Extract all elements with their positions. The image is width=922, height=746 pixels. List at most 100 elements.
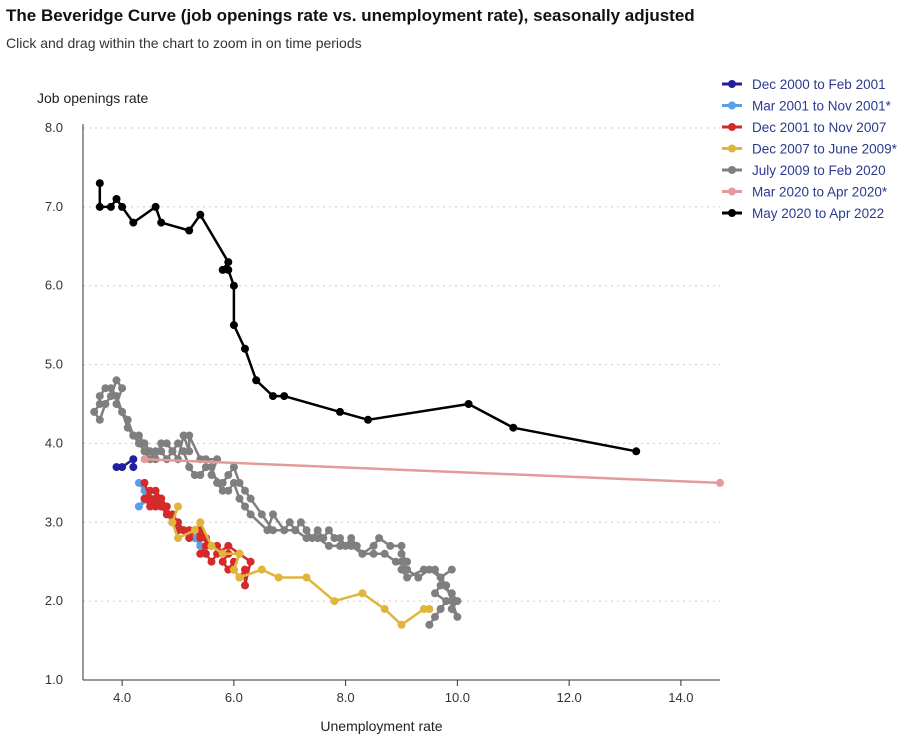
data-point[interactable]	[174, 502, 182, 511]
data-point[interactable]	[246, 557, 255, 566]
data-point[interactable]	[453, 612, 462, 621]
data-point[interactable]	[90, 407, 99, 416]
data-point[interactable]	[257, 510, 266, 519]
data-point[interactable]	[436, 605, 445, 613]
data-point[interactable]	[146, 447, 155, 456]
data-point[interactable]	[442, 597, 451, 606]
data-point[interactable]	[324, 541, 333, 550]
data-point[interactable]	[352, 541, 361, 550]
data-point[interactable]	[146, 494, 155, 503]
data-point[interactable]	[118, 384, 127, 393]
legend-item[interactable]: May 2020 to Apr 2022	[722, 206, 884, 221]
data-point[interactable]	[431, 612, 439, 621]
data-point[interactable]	[241, 581, 249, 590]
series-7[interactable]	[95, 179, 641, 456]
data-point[interactable]	[157, 439, 166, 448]
data-point[interactable]	[162, 439, 171, 448]
data-point[interactable]	[403, 573, 412, 582]
data-point[interactable]	[146, 486, 155, 495]
data-point[interactable]	[162, 510, 171, 519]
data-point[interactable]	[129, 455, 138, 464]
data-point[interactable]	[291, 526, 300, 535]
data-point[interactable]	[157, 447, 166, 456]
data-point[interactable]	[95, 202, 104, 211]
data-point[interactable]	[207, 557, 216, 566]
data-point[interactable]	[112, 376, 121, 385]
data-point[interactable]	[151, 494, 160, 503]
data-point[interactable]	[447, 605, 456, 613]
data-point[interactable]	[218, 549, 227, 558]
data-point[interactable]	[252, 376, 261, 385]
data-point[interactable]	[447, 589, 456, 598]
data-point[interactable]	[336, 541, 344, 550]
data-point[interactable]	[403, 565, 412, 574]
data-point[interactable]	[201, 463, 210, 472]
data-point[interactable]	[229, 565, 238, 574]
data-point[interactable]	[425, 605, 434, 613]
data-point[interactable]	[246, 494, 255, 503]
data-point[interactable]	[146, 502, 155, 511]
data-point[interactable]	[285, 518, 294, 527]
data-point[interactable]	[185, 447, 194, 456]
series-6[interactable]	[140, 455, 725, 487]
data-point[interactable]	[112, 392, 121, 401]
data-point[interactable]	[269, 526, 277, 535]
series-layer[interactable]	[90, 179, 724, 629]
data-point[interactable]	[347, 541, 356, 550]
data-point[interactable]	[235, 573, 244, 582]
data-point[interactable]	[157, 218, 166, 227]
data-point[interactable]	[95, 179, 104, 188]
data-point[interactable]	[364, 415, 372, 424]
data-point[interactable]	[174, 518, 182, 527]
data-point[interactable]	[168, 518, 177, 527]
data-point[interactable]	[397, 620, 406, 629]
data-point[interactable]	[207, 541, 216, 550]
legend-item[interactable]: Mar 2020 to Apr 2020*	[722, 185, 888, 200]
data-point[interactable]	[330, 534, 339, 543]
data-point[interactable]	[162, 502, 171, 511]
data-point[interactable]	[302, 526, 311, 535]
data-point[interactable]	[442, 581, 451, 590]
data-point[interactable]	[447, 565, 456, 574]
data-point[interactable]	[123, 415, 132, 424]
data-point[interactable]	[263, 526, 272, 535]
data-point[interactable]	[319, 534, 328, 543]
legend-item[interactable]: Mar 2001 to Nov 2001*	[722, 99, 892, 114]
data-point[interactable]	[151, 486, 160, 495]
data-point[interactable]	[201, 549, 210, 558]
data-point[interactable]	[235, 549, 244, 558]
data-point[interactable]	[425, 565, 434, 574]
data-point[interactable]	[369, 549, 378, 558]
data-point[interactable]	[425, 620, 434, 629]
data-point[interactable]	[95, 400, 104, 408]
series-1[interactable]	[112, 455, 138, 472]
data-point[interactable]	[269, 392, 277, 401]
data-point[interactable]	[112, 400, 121, 408]
data-point[interactable]	[436, 581, 445, 590]
data-point[interactable]	[201, 541, 210, 550]
data-point[interactable]	[235, 494, 244, 503]
data-point[interactable]	[375, 534, 384, 543]
data-point[interactable]	[419, 605, 428, 613]
data-point[interactable]	[179, 431, 188, 440]
data-point[interactable]	[269, 510, 277, 519]
data-point[interactable]	[218, 265, 227, 274]
data-point[interactable]	[185, 226, 194, 235]
data-point[interactable]	[464, 400, 473, 408]
data-point[interactable]	[224, 258, 233, 267]
data-point[interactable]	[174, 455, 182, 464]
data-point[interactable]	[140, 478, 149, 487]
series-line[interactable]	[144, 457, 721, 485]
data-point[interactable]	[151, 447, 160, 456]
data-point[interactable]	[347, 534, 356, 543]
data-point[interactable]	[436, 573, 445, 582]
data-point[interactable]	[174, 534, 182, 543]
data-point[interactable]	[296, 518, 305, 527]
data-point[interactable]	[336, 534, 344, 543]
data-point[interactable]	[196, 471, 205, 479]
data-point[interactable]	[324, 526, 333, 535]
series-4[interactable]	[168, 502, 434, 629]
data-point[interactable]	[129, 218, 138, 227]
data-point[interactable]	[213, 478, 222, 487]
